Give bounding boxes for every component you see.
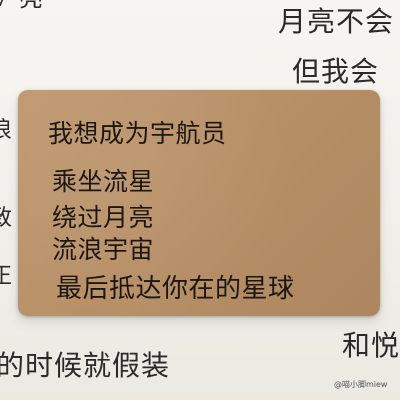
kraft-paper-card: 我想成为宇航员 乘坐流星 绕过月亮 流浪宇宙 最后抵达你在的星球	[18, 90, 380, 316]
background-text-right-1: 月亮不会	[278, 5, 395, 38]
background-text-right-2: 但我会	[292, 55, 380, 88]
card-line: 乘坐流星	[52, 167, 155, 196]
background-text-left-fragment: 致	[0, 206, 13, 231]
background-text-top-left: 7 亮	[0, 0, 44, 10]
watermark: @喵小脚miew	[334, 380, 388, 389]
background-text-bottom: 的时候就假装	[0, 349, 171, 382]
background-text-left-fragment: 浪	[0, 118, 13, 143]
card-line: 绕过月亮	[52, 203, 155, 232]
card-line: 最后抵达你在的星球	[56, 274, 295, 304]
background-text-right-bottom-2: 和悦	[342, 329, 400, 362]
card-line: 流浪宇宙	[52, 235, 155, 264]
background-text-left-fragment: 正	[0, 264, 13, 289]
card-line: 我想成为宇航员	[48, 119, 227, 148]
